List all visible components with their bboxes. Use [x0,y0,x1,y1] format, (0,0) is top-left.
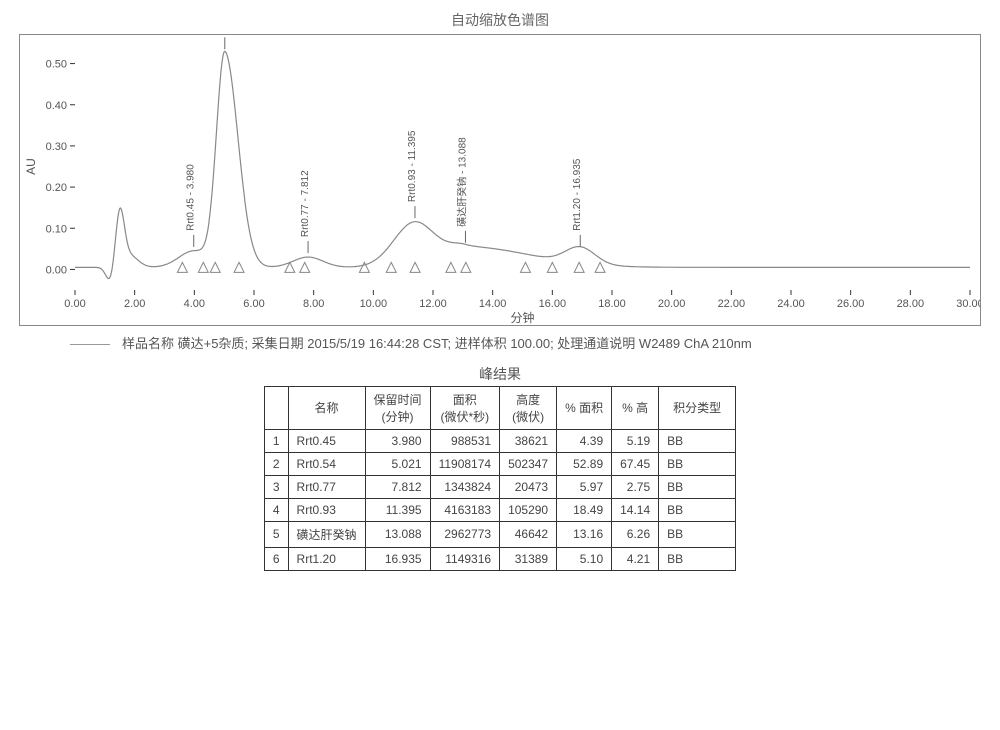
table-cell: 31389 [500,547,557,570]
svg-text:18.00: 18.00 [598,298,626,310]
table-cell: BB [659,475,736,498]
table-row: 5磺达肝癸钠13.08829627734664213.166.26BB [264,521,735,547]
svg-text:12.00: 12.00 [419,298,447,310]
table-cell: Rrt0.77 [288,475,365,498]
table-header: 高度(微伏) [500,386,557,429]
table-row: 3Rrt0.777.8121343824204735.972.75BB [264,475,735,498]
table-header: 名称 [288,386,365,429]
table-cell: 11.395 [365,498,430,521]
svg-text:Rrt1.20 - 16.935: Rrt1.20 - 16.935 [572,158,583,231]
table-cell: BB [659,547,736,570]
svg-text:10.00: 10.00 [360,298,388,310]
svg-text:8.00: 8.00 [303,298,324,310]
table-cell: 18.49 [557,498,612,521]
svg-text:0.30: 0.30 [46,141,67,153]
table-cell: Rrt0.93 [288,498,365,521]
table-cell: 13.16 [557,521,612,547]
table-cell: 7.812 [365,475,430,498]
table-cell: BB [659,521,736,547]
svg-text:0.40: 0.40 [46,100,67,112]
table-header: % 高 [612,386,659,429]
svg-text:0.00: 0.00 [46,264,67,276]
table-cell: 11908174 [430,452,500,475]
table-row: 4Rrt0.9311.395416318310529018.4914.14BB [264,498,735,521]
table-cell: 16.935 [365,547,430,570]
table-cell: 1149316 [430,547,500,570]
chart-title: 自动缩放色谱图 [10,10,990,30]
svg-text:16.00: 16.00 [539,298,567,310]
table-cell: 5.021 [365,452,430,475]
table-cell: 4163183 [430,498,500,521]
svg-text:6.00: 6.00 [243,298,264,310]
table-cell: 3 [264,475,288,498]
table-cell: BB [659,429,736,452]
table-cell: 38621 [500,429,557,452]
sample-metadata: 样品名称 磺达+5杂质; 采集日期 2015/5/19 16:44:28 CST… [70,334,970,354]
table-cell: 6 [264,547,288,570]
table-title: 峰结果 [10,364,990,384]
table-cell: 4 [264,498,288,521]
table-cell: 5.19 [612,429,659,452]
table-cell: 2 [264,452,288,475]
svg-text:Rrt0.45 - 3.980: Rrt0.45 - 3.980 [186,164,197,231]
svg-text:0.10: 0.10 [46,223,67,235]
table-cell: 1 [264,429,288,452]
chromatogram-chart: 0.00 0.10 0.20 0.30 0.40 0.50 0.00 2.00 4.00 6.00… [19,34,981,326]
chart-svg: 0.00 0.10 0.20 0.30 0.40 0.50 0.00 2.00 4.00 6.00… [20,35,980,325]
svg-text:24.00: 24.00 [777,298,805,310]
table-cell: 2.75 [612,475,659,498]
table-header: 积分类型 [659,386,736,429]
svg-text:AU: AU [24,158,38,175]
table-cell: 13.088 [365,521,430,547]
table-header: 保留时间(分钟) [365,386,430,429]
svg-text:0.50: 0.50 [46,59,67,71]
table-cell: BB [659,452,736,475]
svg-text:20.00: 20.00 [658,298,686,310]
table-header [264,386,288,429]
metadata-dash [70,344,110,345]
svg-text:2.00: 2.00 [124,298,145,310]
table-cell: 14.14 [612,498,659,521]
svg-text:Rrt0.77 - 7.812: Rrt0.77 - 7.812 [300,170,311,237]
table-cell: 1343824 [430,475,500,498]
table-row: 6Rrt1.2016.9351149316313895.104.21BB [264,547,735,570]
svg-text:14.00: 14.00 [479,298,507,310]
svg-text:30.00: 30.00 [956,298,980,310]
svg-text:磺达肝癸钠 - 13.088: 磺达肝癸钠 - 13.088 [455,137,468,227]
table-cell: 5.10 [557,547,612,570]
table-cell: 46642 [500,521,557,547]
table-cell: 502347 [500,452,557,475]
metadata-text: 样品名称 磺达+5杂质; 采集日期 2015/5/19 16:44:28 CST… [122,334,752,354]
svg-text:0.00: 0.00 [64,298,85,310]
peak-results-table: 名称保留时间(分钟)面积(微伏*秒)高度(微伏)% 面积% 高积分类型1Rrt0… [264,386,736,571]
table-cell: BB [659,498,736,521]
table-cell: 3.980 [365,429,430,452]
table-header: 面积(微伏*秒) [430,386,500,429]
table-cell: Rrt1.20 [288,547,365,570]
svg-text:26.00: 26.00 [837,298,865,310]
svg-text:22.00: 22.00 [718,298,746,310]
table-cell: 2962773 [430,521,500,547]
table-cell: 5.97 [557,475,612,498]
table-row: 2Rrt0.545.0211190817450234752.8967.45BB [264,452,735,475]
table-cell: 5 [264,521,288,547]
svg-text:0.20: 0.20 [46,182,67,194]
svg-text:Rrt0.93 - 11.395: Rrt0.93 - 11.395 [407,130,418,202]
table-cell: 52.89 [557,452,612,475]
table-cell: Rrt0.54 [288,452,365,475]
table-cell: 20473 [500,475,557,498]
table-header: % 面积 [557,386,612,429]
table-cell: 67.45 [612,452,659,475]
svg-text:分钟: 分钟 [510,310,534,325]
table-cell: Rrt0.45 [288,429,365,452]
table-cell: 4.39 [557,429,612,452]
table-cell: 105290 [500,498,557,521]
svg-text:4.00: 4.00 [184,298,205,310]
table-cell: 磺达肝癸钠 [288,521,365,547]
svg-text:28.00: 28.00 [897,298,925,310]
table-cell: 4.21 [612,547,659,570]
table-cell: 6.26 [612,521,659,547]
table-row: 1Rrt0.453.980988531386214.395.19BB [264,429,735,452]
table-cell: 988531 [430,429,500,452]
